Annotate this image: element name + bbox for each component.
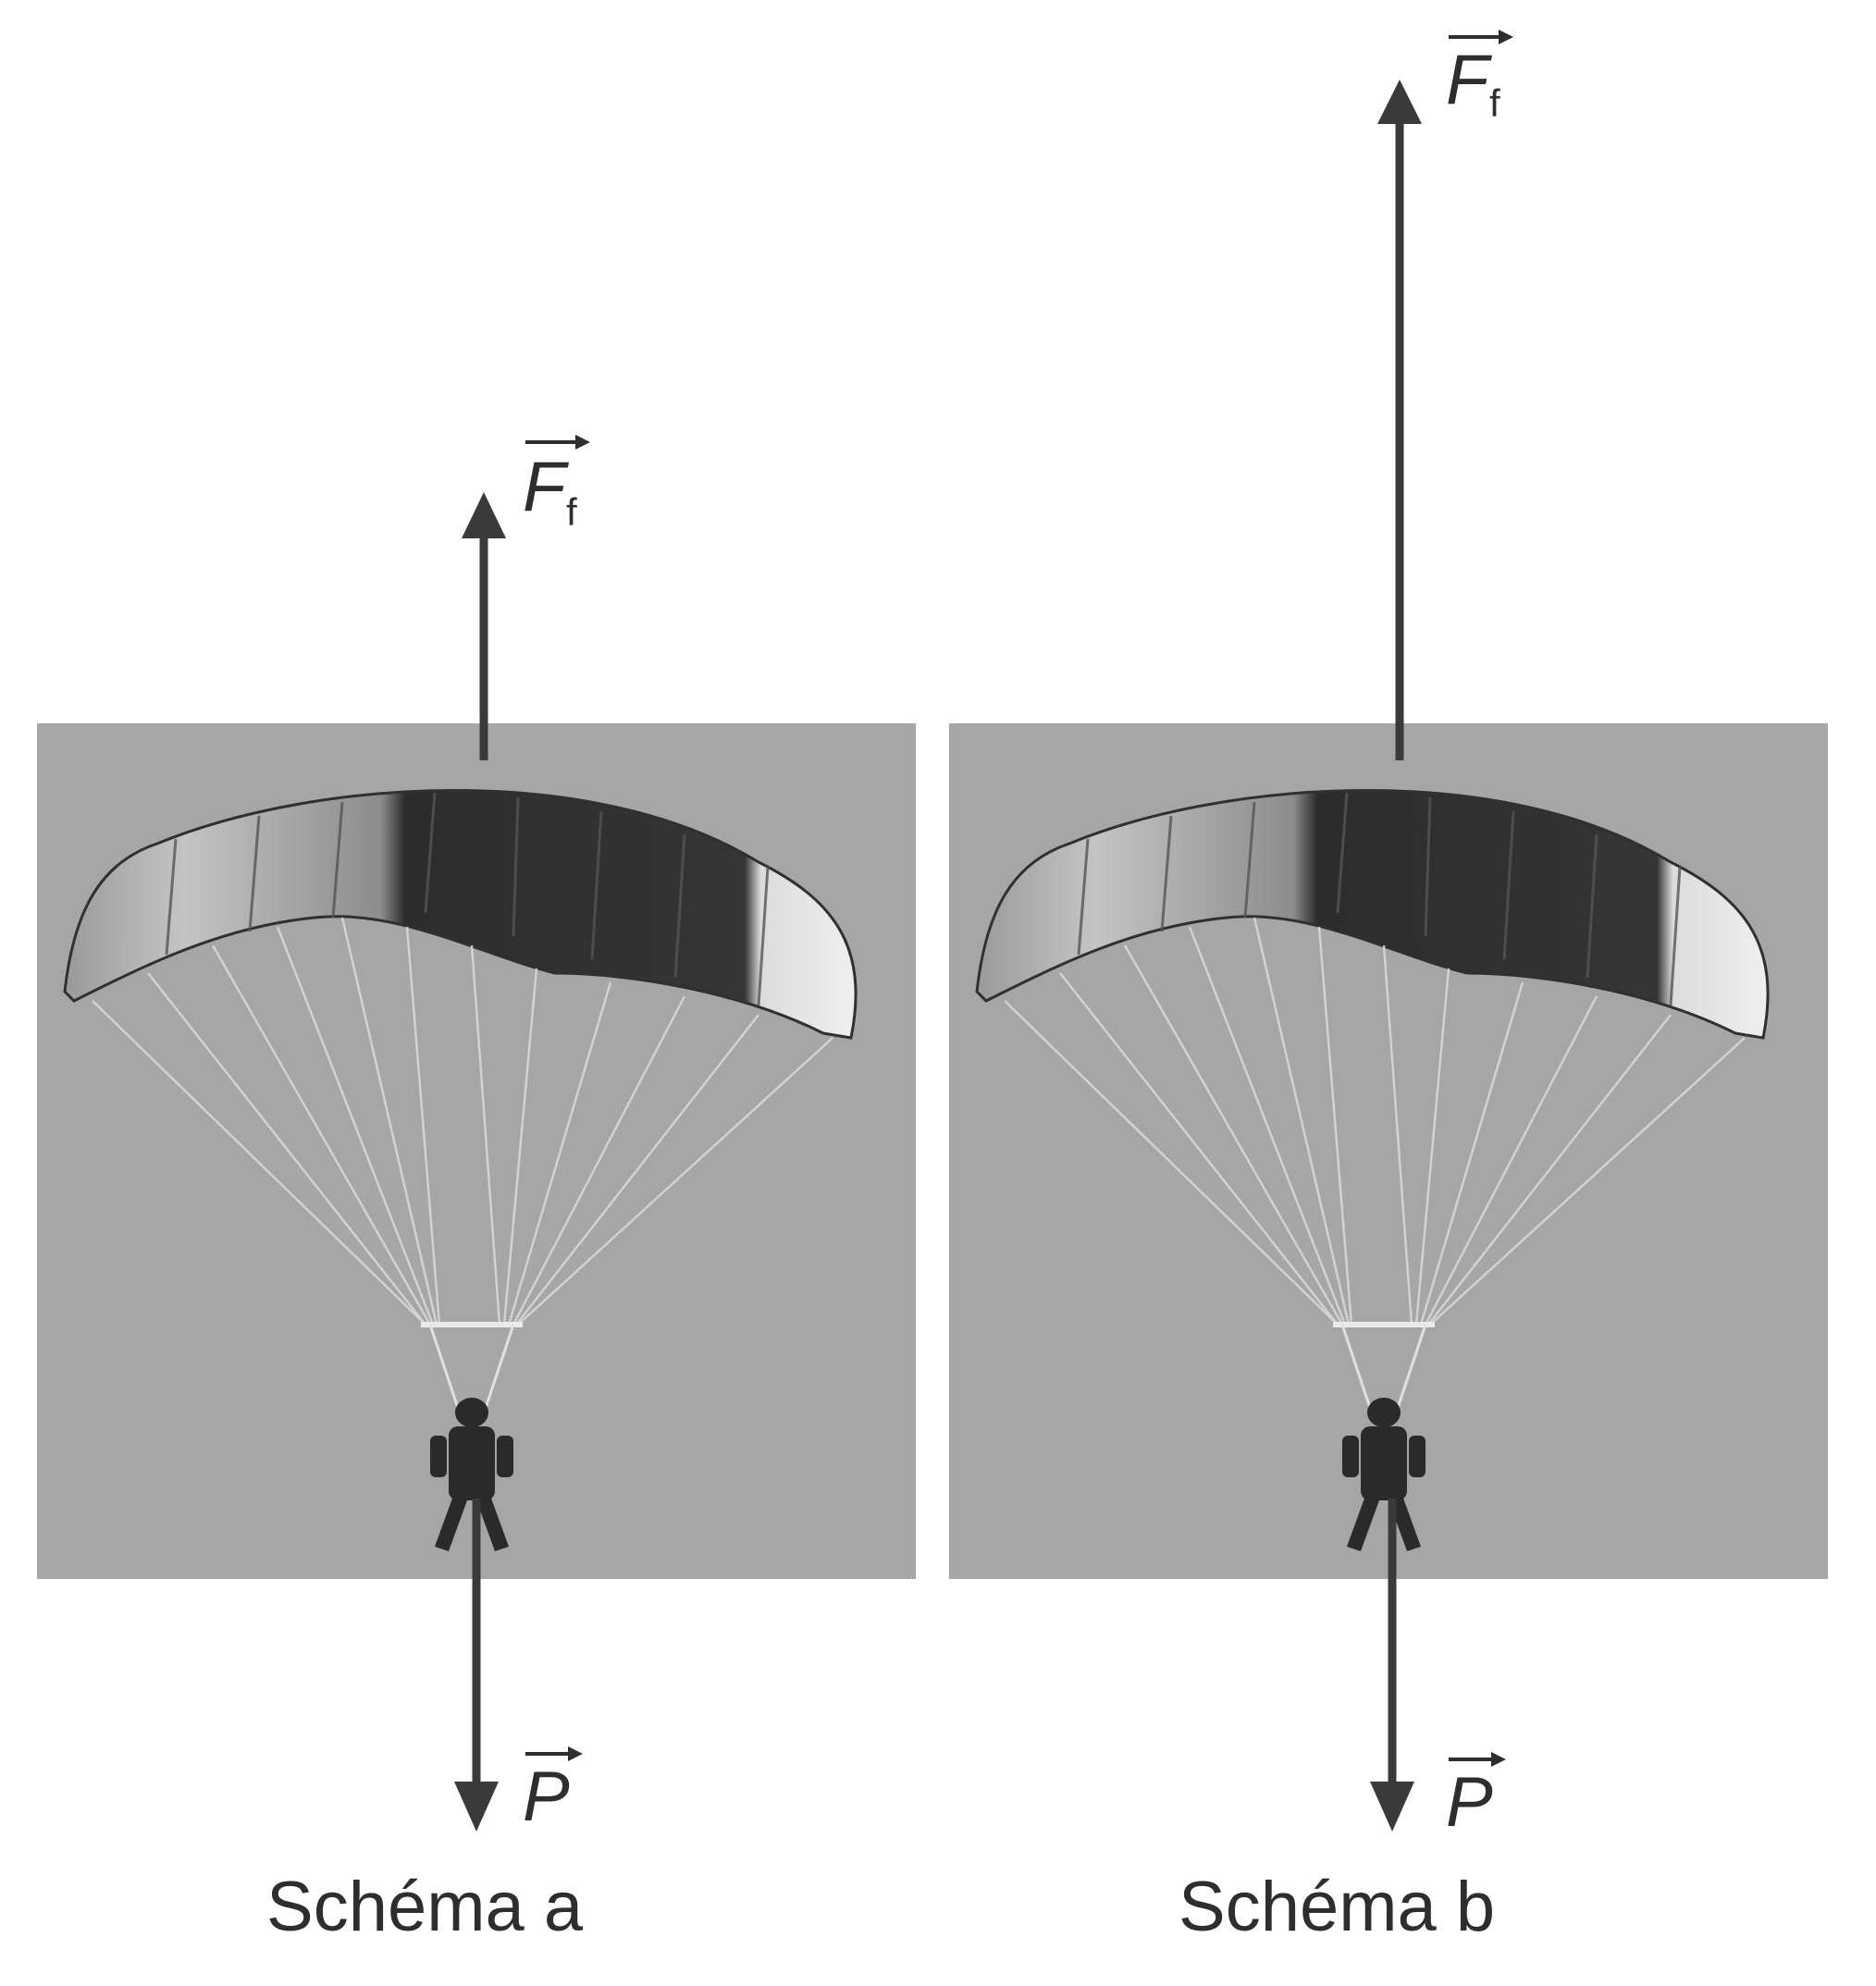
weight-symbol-b: P — [1446, 1763, 1493, 1842]
weight-symbol-a: P — [523, 1758, 570, 1836]
friction-force-label-b: F f — [1446, 30, 1513, 125]
parachute-photo-a — [37, 723, 916, 1579]
weight-arrow-a — [454, 1499, 499, 1832]
parachute-photo-b — [949, 723, 1828, 1579]
friction-subscript-b: f — [1489, 81, 1500, 125]
caption-schema-a: Schéma a — [266, 1868, 584, 1946]
friction-force-label-a: F f — [523, 435, 590, 534]
friction-force-arrow-a — [462, 492, 506, 760]
friction-symbol-b: F — [1446, 41, 1492, 119]
weight-arrow-b — [1370, 1499, 1414, 1832]
friction-force-arrow-b — [1377, 80, 1422, 760]
weight-label-b: P — [1446, 1752, 1506, 1842]
weight-label-a: P — [523, 1746, 583, 1836]
diagram-b: F f P — [949, 30, 1828, 1842]
friction-subscript-a: f — [566, 490, 577, 534]
diagram-a: F f P — [37, 435, 916, 1836]
caption-schema-b: Schéma b — [1179, 1868, 1496, 1946]
friction-symbol-a: F — [523, 448, 569, 526]
